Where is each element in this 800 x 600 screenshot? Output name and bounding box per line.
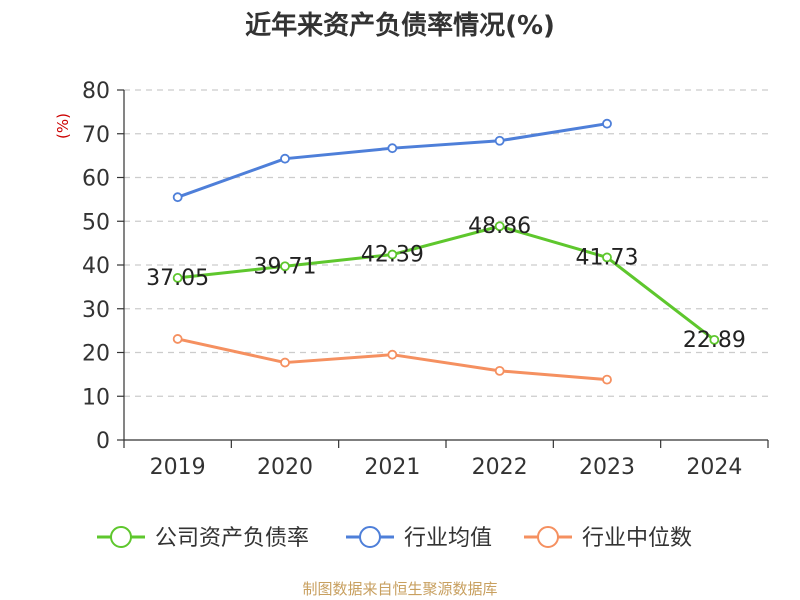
data-label: 37.05 bbox=[146, 266, 209, 291]
series-line-1 bbox=[177, 122, 608, 199]
data-point bbox=[602, 118, 612, 129]
data-point bbox=[172, 192, 183, 203]
grid-lines bbox=[124, 89, 768, 397]
data-label: 42.39 bbox=[361, 243, 424, 268]
source-note: 制图数据来自恒生聚源数据库 bbox=[302, 580, 497, 598]
legend-label: 行业均值 bbox=[404, 526, 492, 551]
legend-swatch-marker bbox=[359, 526, 381, 548]
legend-item-1: 行业均值 bbox=[346, 526, 492, 551]
data-point bbox=[172, 273, 183, 283]
data-point bbox=[602, 374, 612, 385]
legend-swatch-marker bbox=[110, 526, 132, 548]
legend-label: 公司资产负债率 bbox=[155, 526, 309, 551]
x-tick-label: 2024 bbox=[686, 455, 742, 480]
data-point bbox=[709, 334, 720, 345]
x-tick-label: 2021 bbox=[364, 455, 420, 480]
y-tick-label: 10 bbox=[82, 385, 110, 410]
legend: 公司资产负债率 行业均值 行业中位数 bbox=[97, 526, 692, 551]
y-tick-label: 80 bbox=[82, 79, 110, 104]
data-label: 41.73 bbox=[576, 245, 639, 270]
chart-title: 近年来资产负债率情况(%) bbox=[245, 10, 555, 41]
data-point bbox=[280, 261, 290, 272]
series-line-0 bbox=[177, 224, 716, 342]
x-tick-label: 2022 bbox=[472, 455, 528, 480]
x-tick-label: 2023 bbox=[579, 455, 635, 480]
y-tick-label: 70 bbox=[82, 123, 110, 148]
y-tick-label: 30 bbox=[82, 298, 110, 323]
data-point bbox=[387, 249, 398, 260]
data-point bbox=[387, 143, 398, 154]
axes bbox=[117, 89, 769, 448]
y-tick-label: 40 bbox=[82, 254, 110, 279]
y-axis-label: (%) bbox=[54, 113, 72, 139]
legend-item-2: 行业中位数 bbox=[524, 526, 692, 551]
y-tick-label: 50 bbox=[82, 210, 110, 235]
x-tick-label: 2020 bbox=[257, 455, 313, 480]
data-point bbox=[494, 221, 505, 232]
data-label: 39.71 bbox=[254, 254, 317, 279]
data-point bbox=[280, 357, 290, 368]
y-tick-label: 20 bbox=[82, 342, 110, 367]
data-point bbox=[494, 135, 505, 146]
tick-labels: 0 10 20 30 40 50 60 70 80 2019 2020 2021 2022 2023 202… bbox=[82, 79, 742, 480]
y-tick-label: 0 bbox=[96, 429, 110, 454]
data-point bbox=[602, 252, 612, 263]
data-label: 22.89 bbox=[683, 328, 746, 353]
data-labels: 37.05 39.71 42.39 48.86 41.73 22.89 bbox=[146, 214, 746, 353]
x-tick-label: 2019 bbox=[150, 455, 206, 480]
legend-swatch-marker bbox=[537, 526, 559, 548]
data-point bbox=[387, 349, 398, 360]
data-label: 48.86 bbox=[468, 214, 531, 239]
y-tick-label: 60 bbox=[82, 167, 110, 192]
series-lines bbox=[172, 118, 720, 385]
data-point bbox=[494, 365, 505, 376]
legend-label: 行业中位数 bbox=[582, 526, 692, 551]
legend-item-0: 公司资产负债率 bbox=[97, 526, 309, 551]
data-point bbox=[172, 334, 183, 344]
data-point bbox=[280, 153, 290, 164]
